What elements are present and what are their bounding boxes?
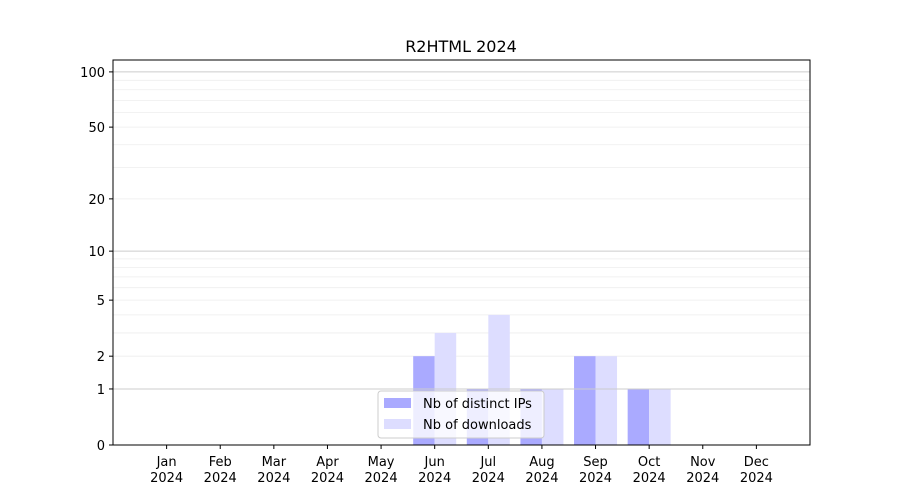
y-tick-label: 0 [97,439,105,454]
y-tick-label: 1 [97,383,105,398]
x-tick-label: Nov [690,455,716,470]
x-tick-label-year: 2024 [525,471,558,486]
x-tick-label: Oct [638,455,660,470]
x-tick-label-year: 2024 [686,471,719,486]
y-tick-label: 100 [80,66,105,81]
bar-ips [574,356,596,445]
major-grid [113,71,810,390]
x-tick-label-year: 2024 [150,471,183,486]
x-tick-label: Feb [209,455,232,470]
x-tick-label: May [368,455,395,470]
x-tick-label-year: 2024 [418,471,451,486]
y-tick-label: 10 [88,245,105,260]
x-tick-label-year: 2024 [579,471,612,486]
bar-ips [627,388,650,445]
x-tick-label-year: 2024 [633,471,666,486]
legend-swatch [384,419,411,429]
x-tick-label: Apr [316,455,339,470]
y-tick-label: 5 [97,294,105,309]
x-tick-label-year: 2024 [365,471,398,486]
x-tick-label-year: 2024 [311,471,344,486]
x-tick-label-year: 2024 [257,471,290,486]
x-tick-label: Dec [744,455,769,470]
x-tick-label: Mar [262,455,287,470]
x-tick-label-year: 2024 [740,471,773,486]
grid [113,79,810,357]
y-tick-label: 50 [88,121,105,136]
bar-downloads [649,388,671,445]
chart-title: R2HTML 2024 [405,37,517,56]
x-tick-label: Jun [424,455,445,470]
x-tick-label: Aug [529,455,554,470]
legend-swatch [384,398,411,408]
y-axis: 0 1 2 5 10 20 50 100 [80,66,113,454]
y-tick-label: 2 [97,350,105,365]
plot-frame [112,59,811,446]
x-tick-label-year: 2024 [472,471,505,486]
bar-downloads [595,356,618,445]
legend-box [377,390,545,439]
bar-downloads [541,388,564,445]
x-tick-label: Sep [583,455,608,470]
legend-label: Nb of distinct IPs [423,397,532,412]
x-tick-label: Jan [156,455,177,470]
x-tick-label: Jul [479,455,496,470]
x-tick-label-year: 2024 [204,471,237,486]
y-tick-label: 20 [88,193,105,208]
legend: Nb of distinct IPs Nb of downloads [377,390,545,439]
legend-label: Nb of downloads [423,418,532,433]
x-axis: Jan2024Feb2024Mar2024Apr2024May2024Jun20… [150,445,773,486]
